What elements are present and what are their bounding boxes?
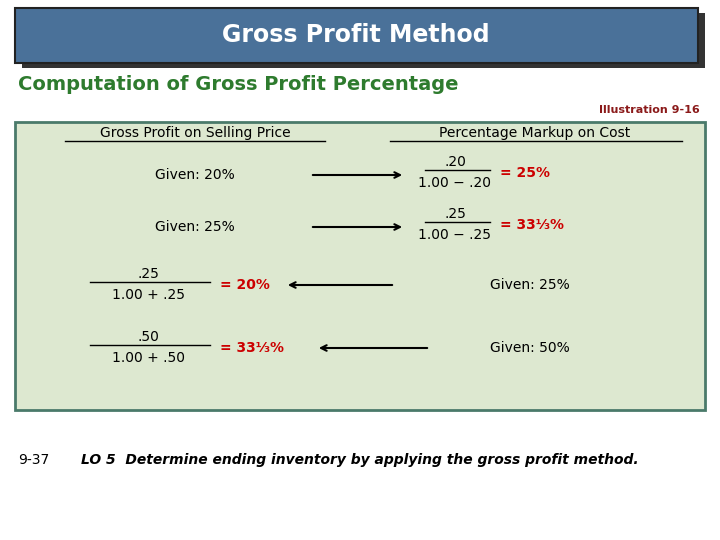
Text: .50: .50 — [137, 330, 159, 344]
Text: 1.00 + .50: 1.00 + .50 — [112, 351, 184, 365]
Text: 1.00 − .20: 1.00 − .20 — [418, 176, 492, 190]
Text: LO 5  Determine ending inventory by applying the gross profit method.: LO 5 Determine ending inventory by apply… — [81, 453, 639, 467]
Bar — [15, 8, 698, 63]
Text: = 25%: = 25% — [500, 166, 550, 180]
Text: .25: .25 — [444, 207, 466, 221]
Text: .20: .20 — [444, 155, 466, 169]
Text: 9-37: 9-37 — [18, 453, 49, 467]
Text: Given: 25%: Given: 25% — [490, 278, 570, 292]
Text: Given: 25%: Given: 25% — [155, 220, 235, 234]
Bar — [15, 122, 705, 410]
Text: = 33⅓%: = 33⅓% — [220, 341, 284, 355]
Text: Given: 50%: Given: 50% — [490, 341, 570, 355]
Text: = 33⅓%: = 33⅓% — [500, 218, 564, 232]
Text: 1.00 − .25: 1.00 − .25 — [418, 228, 492, 242]
Bar — [22, 13, 705, 68]
Text: Computation of Gross Profit Percentage: Computation of Gross Profit Percentage — [18, 76, 459, 94]
Text: .25: .25 — [137, 267, 159, 281]
Text: Illustration 9-16: Illustration 9-16 — [599, 105, 700, 115]
Text: Percentage Markup on Cost: Percentage Markup on Cost — [439, 126, 631, 140]
Text: Given: 20%: Given: 20% — [155, 168, 235, 182]
Text: Gross Profit on Selling Price: Gross Profit on Selling Price — [99, 126, 290, 140]
Text: 1.00 + .25: 1.00 + .25 — [112, 288, 184, 302]
Text: = 20%: = 20% — [220, 278, 270, 292]
Text: Gross Profit Method: Gross Profit Method — [222, 23, 490, 47]
